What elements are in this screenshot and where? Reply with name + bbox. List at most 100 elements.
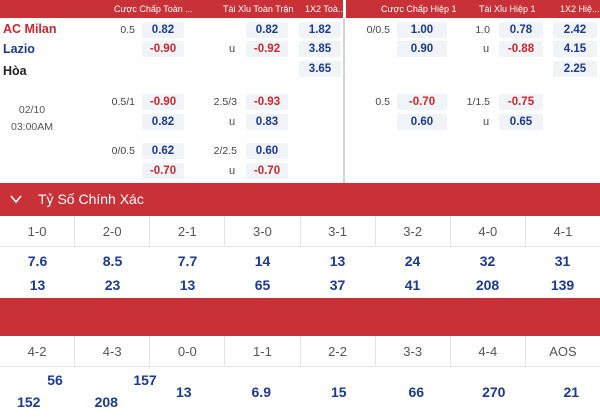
- score-odds[interactable]: 270: [482, 384, 506, 400]
- odds-cell[interactable]: -0.90: [142, 94, 184, 110]
- score-odds[interactable]: 41: [404, 277, 421, 293]
- under-label: u: [229, 43, 236, 55]
- header-1x2-full[interactable]: 1X2 Toà...: [305, 4, 343, 14]
- odds-cell[interactable]: 0.65: [499, 114, 543, 130]
- score-odds[interactable]: 13: [175, 384, 192, 400]
- odds-cell[interactable]: 4.15: [553, 41, 597, 57]
- header-over-under-half[interactable]: Tài Xỉu Hiệp 1: [479, 4, 536, 14]
- score-label: 4-2: [0, 336, 76, 366]
- header-handicap-half[interactable]: Cược Chấp Hiệp 1: [381, 4, 457, 14]
- header-bar-full-time: [0, 0, 343, 18]
- score-odds[interactable]: 21: [563, 384, 580, 400]
- score-label: 4-0: [451, 216, 526, 246]
- odds-cell[interactable]: 0.83: [246, 114, 288, 130]
- away-team[interactable]: Lazio: [3, 42, 35, 56]
- score-odds-row-2-top: 56 157: [0, 369, 600, 392]
- score-odds[interactable]: 66: [408, 384, 425, 400]
- handicap-line: 0.5: [120, 24, 135, 36]
- score-label: 1-1: [225, 336, 301, 366]
- correct-score-header[interactable]: Tỷ Số Chính Xác: [0, 183, 600, 216]
- over-under-line: 2/2.5: [213, 145, 237, 157]
- score-odds[interactable]: 157: [133, 372, 157, 388]
- odds-cell[interactable]: -0.70: [397, 94, 447, 110]
- score-odds[interactable]: 208: [94, 394, 118, 410]
- score-label: 3-0: [225, 216, 301, 246]
- odds-cell[interactable]: 1.00: [397, 22, 447, 38]
- score-odds[interactable]: 8.5: [102, 253, 123, 269]
- score-odds-row-1-bottom: 13 23 13 65 37 41 208 139: [0, 274, 600, 297]
- odds-cell[interactable]: -0.93: [246, 94, 288, 110]
- score-label: AOS: [549, 344, 577, 359]
- score-odds[interactable]: 65: [254, 277, 271, 293]
- score-odds[interactable]: 14: [254, 253, 271, 269]
- score-label: 2-2: [301, 336, 376, 366]
- score-odds[interactable]: 56: [47, 372, 63, 388]
- score-labels-row-2: 4-2 4-3 0-0 1-1 2-2 3-3 4-4 AOS: [0, 336, 600, 367]
- header-1x2-half[interactable]: 1X2 Hiệ...: [560, 4, 600, 14]
- section-divider: [343, 18, 345, 183]
- odds-cell[interactable]: 2.42: [553, 22, 597, 38]
- handicap-line: 0/0.5: [111, 145, 135, 157]
- handicap-line: 0.5: [375, 96, 390, 108]
- chevron-down-icon[interactable]: [10, 195, 22, 204]
- score-label: 4-1: [553, 224, 573, 239]
- score-odds[interactable]: 139: [550, 277, 575, 293]
- odds-cell[interactable]: 0.82: [142, 114, 184, 130]
- score-odds[interactable]: 208: [475, 277, 500, 293]
- score-label: 1-0: [0, 216, 76, 246]
- correct-score-title: Tỷ Số Chính Xác: [38, 191, 144, 207]
- score-odds-row-2-bottom: 152 208 13 6.9 15 66 270 21: [0, 384, 600, 414]
- score-label: 3-1: [301, 216, 376, 246]
- odds-cell[interactable]: 0.60: [246, 143, 288, 159]
- odds-cell[interactable]: 0.82: [142, 22, 184, 38]
- odds-cell[interactable]: 0.82: [246, 22, 288, 38]
- score-odds[interactable]: 152: [17, 394, 41, 410]
- score-label: 2-0: [75, 216, 151, 246]
- header-over-under-full[interactable]: Tài Xỉu Toàn Trận: [223, 4, 294, 14]
- score-label: 3-3: [376, 336, 451, 366]
- under-label: u: [229, 165, 236, 177]
- score-odds[interactable]: 15: [330, 384, 347, 400]
- handicap-line: 0/0.5: [366, 24, 390, 36]
- score-odds[interactable]: 7.7: [177, 253, 198, 269]
- score-odds[interactable]: 7.6: [27, 253, 48, 269]
- score-odds[interactable]: 13: [179, 277, 196, 293]
- score-labels-row-1: 1-0 2-0 2-1 3-0 3-1 3-2 4-0 4-1: [0, 216, 600, 247]
- over-under-line: 1/1.5: [466, 96, 490, 108]
- odds-cell[interactable]: 1.82: [299, 22, 341, 38]
- odds-cell[interactable]: 2.25: [553, 61, 597, 77]
- odds-cell[interactable]: 0.60: [397, 114, 447, 130]
- draw-label: Hòa: [3, 64, 27, 78]
- over-under-line: 2.5/3: [213, 96, 237, 108]
- odds-cell[interactable]: 0.90: [397, 41, 447, 57]
- under-label: u: [229, 116, 236, 128]
- score-odds-row-1-top: 7.6 8.5 7.7 14 13 24 32 31: [0, 250, 600, 273]
- odds-cell[interactable]: -0.90: [142, 41, 184, 57]
- score-odds[interactable]: 23: [104, 277, 121, 293]
- score-odds[interactable]: 24: [404, 253, 421, 269]
- odds-cell[interactable]: -0.88: [499, 41, 543, 57]
- score-label: 0-0: [150, 336, 226, 366]
- odds-cell[interactable]: 3.85: [299, 41, 341, 57]
- odds-cell[interactable]: 0.62: [142, 143, 184, 159]
- odds-cell[interactable]: -0.92: [246, 41, 288, 57]
- odds-cell[interactable]: -0.75: [499, 94, 543, 110]
- score-odds[interactable]: 32: [479, 253, 496, 269]
- odds-cell[interactable]: 3.65: [299, 61, 341, 77]
- score-odds[interactable]: 13: [329, 253, 346, 269]
- score-label: 3-2: [376, 216, 451, 246]
- header-handicap-full[interactable]: Cược Chấp Toàn ...: [114, 4, 193, 14]
- handicap-line: 0.5/1: [111, 96, 135, 108]
- score-odds[interactable]: 13: [29, 277, 46, 293]
- score-label: 2-1: [150, 216, 226, 246]
- under-label: u: [483, 116, 490, 128]
- home-team[interactable]: AC Milan: [3, 22, 57, 36]
- header-bar-first-half: [346, 0, 600, 18]
- odds-cell[interactable]: -0.70: [246, 163, 288, 179]
- odds-cell[interactable]: -0.70: [142, 163, 184, 179]
- under-label: u: [483, 43, 490, 55]
- score-odds[interactable]: 6.9: [251, 384, 271, 400]
- score-odds[interactable]: 31: [554, 253, 571, 269]
- odds-cell[interactable]: 0.78: [499, 22, 543, 38]
- score-odds[interactable]: 37: [329, 277, 346, 293]
